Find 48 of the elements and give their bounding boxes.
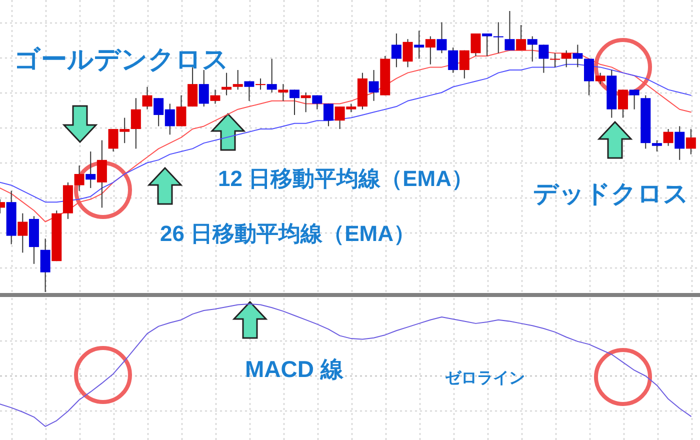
candlestick <box>595 72 606 85</box>
candlestick <box>572 44 583 68</box>
annotation: ゴールデンクロス <box>14 44 229 74</box>
candlestick <box>130 98 141 150</box>
ref-line-label: ゼロライン <box>445 370 525 387</box>
candlestick <box>210 89 220 104</box>
candlestick <box>504 10 515 51</box>
candlestick <box>323 103 334 127</box>
candlestick <box>663 128 674 146</box>
candlestick <box>40 238 50 292</box>
candlestick <box>312 94 322 110</box>
annotation: MACD 線 <box>245 356 344 382</box>
candlestick <box>527 36 538 62</box>
candlestick <box>550 52 560 68</box>
candlestick <box>290 89 300 116</box>
candlestick <box>402 38 413 68</box>
candlestick <box>142 86 152 110</box>
candlestick <box>244 80 254 102</box>
candlestick <box>368 70 379 102</box>
candlestick <box>618 89 628 118</box>
candlestick <box>176 94 186 127</box>
candlestick <box>74 165 84 192</box>
candlestick <box>436 22 447 54</box>
candlestick <box>96 140 107 208</box>
candlestick <box>198 70 209 108</box>
candlestick <box>629 89 640 110</box>
candlestick <box>256 78 266 90</box>
candlestick <box>674 126 685 160</box>
candlestick <box>493 22 504 54</box>
annotation: デッドクロス <box>533 180 689 208</box>
candlestick <box>278 84 288 102</box>
candlestick <box>516 24 526 51</box>
candlestick <box>18 212 28 254</box>
candlestick <box>425 36 436 65</box>
annotation: 26 日移動平均線（EMA） <box>160 221 416 246</box>
candlestick <box>414 30 424 60</box>
candlestick <box>391 32 402 68</box>
candlestick <box>584 58 594 96</box>
candlestick <box>561 50 572 68</box>
candlestick <box>652 140 662 152</box>
candlestick <box>448 47 458 74</box>
candlestick <box>86 151 96 189</box>
candlestick <box>232 70 243 90</box>
candlestick <box>686 128 696 155</box>
annotation: 12 日移動平均線（EMA） <box>218 166 474 191</box>
candlestick <box>482 32 492 56</box>
candlestick <box>538 44 549 74</box>
candlestick <box>266 58 277 93</box>
